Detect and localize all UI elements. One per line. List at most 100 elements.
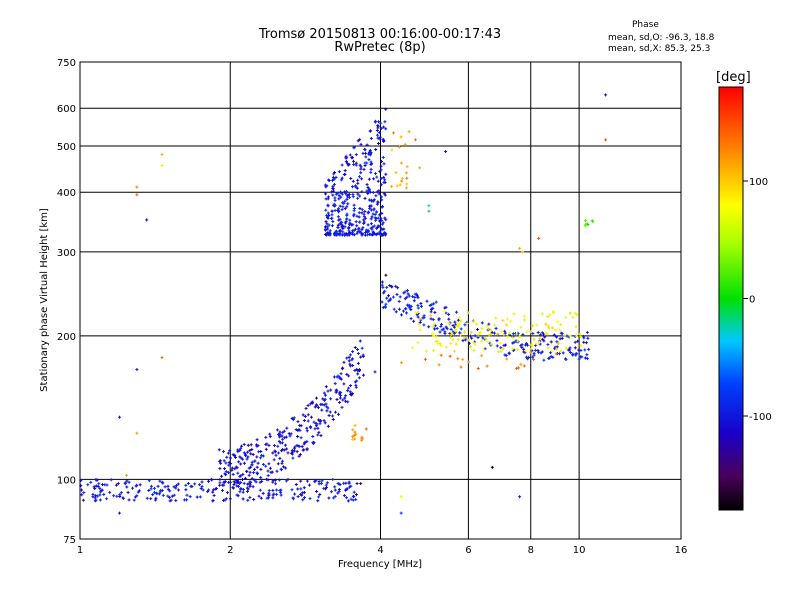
data-point: [150, 484, 152, 488]
y-tick-label: 500: [57, 142, 76, 153]
data-point: [244, 452, 246, 456]
data-point: [199, 495, 201, 499]
data-point: [327, 203, 329, 207]
data-point: [161, 489, 163, 493]
data-point: [376, 227, 378, 230]
data-point: [354, 184, 356, 188]
data-point: [104, 483, 106, 487]
data-point: [570, 351, 572, 354]
data-point: [202, 488, 204, 492]
data-point: [201, 480, 203, 484]
data-point: [224, 472, 226, 476]
data-point: [317, 499, 319, 503]
data-point: [487, 327, 489, 331]
data-point: [215, 487, 217, 491]
data-point: [303, 491, 305, 494]
data-point: [352, 428, 354, 432]
data-point: [512, 332, 514, 336]
data-point: [285, 435, 287, 439]
data-point: [516, 332, 518, 336]
chart-subtitle: RwPretec (8p): [334, 40, 426, 55]
data-point: [348, 359, 350, 363]
data-point: [250, 443, 252, 447]
data-point: [327, 389, 329, 393]
data-point: [303, 486, 305, 490]
data-point: [537, 349, 539, 352]
data-point: [154, 490, 155, 494]
data-point: [467, 338, 469, 342]
data-point: [363, 215, 365, 219]
data-point: [219, 467, 221, 471]
data-point: [547, 315, 549, 319]
data-point: [356, 482, 358, 485]
data-point: [477, 333, 479, 337]
data-point: [254, 467, 255, 471]
data-point: [346, 213, 348, 217]
data-point: [364, 233, 366, 237]
data-point: [348, 195, 350, 199]
data-point: [268, 489, 270, 493]
data-point: [370, 226, 372, 230]
data-point: [376, 175, 378, 179]
data-point: [168, 495, 170, 499]
data-point: [353, 207, 355, 210]
data-point: [435, 334, 437, 338]
data-point: [314, 405, 316, 409]
data-point: [345, 481, 347, 485]
data-point: [124, 482, 126, 486]
data-point: [239, 475, 241, 478]
data-point: [119, 495, 121, 498]
data-point: [364, 216, 366, 220]
data-point: [417, 294, 418, 298]
data-point: [279, 456, 281, 460]
data-point: [552, 326, 553, 330]
data-point: [239, 455, 241, 459]
data-point: [259, 488, 261, 492]
data-point: [269, 435, 271, 439]
data-point: [385, 218, 387, 222]
data-point: [513, 312, 515, 316]
data-point: [520, 362, 522, 366]
data-point: [540, 351, 542, 355]
data-point: [366, 143, 368, 147]
data-point: [186, 498, 187, 502]
data-point: [237, 494, 239, 498]
data-point: [520, 325, 522, 329]
data-point: [353, 434, 355, 438]
data-point: [404, 297, 406, 301]
data-point: [479, 332, 481, 336]
data-point: [580, 355, 582, 359]
data-point: [531, 324, 533, 328]
y-axis-ticks: 75 100 200 300 400 500 600 750: [57, 58, 76, 546]
data-point: [94, 487, 96, 490]
data-point: [228, 463, 230, 467]
data-point: [579, 332, 581, 336]
data-point: [380, 183, 382, 187]
data-point: [346, 372, 348, 376]
data-point: [305, 406, 307, 410]
data-point: [381, 283, 383, 287]
data-point: [490, 328, 492, 332]
data-point: [541, 331, 543, 335]
data-point: [171, 494, 173, 498]
data-point: [500, 346, 502, 350]
data-point: [122, 497, 124, 500]
data-point: [363, 373, 364, 377]
data-point: [354, 369, 356, 372]
data-point: [325, 192, 327, 196]
data-point: [562, 351, 564, 355]
data-point: [297, 429, 299, 432]
data-point: [406, 311, 407, 315]
data-point: [440, 344, 442, 348]
data-point: [279, 489, 281, 492]
data-point: [437, 342, 439, 346]
data-point: [334, 209, 336, 212]
data-point: [329, 410, 331, 414]
data-point: [240, 447, 242, 451]
data-point: [382, 306, 384, 310]
data-point: [539, 333, 541, 337]
data-point: [328, 179, 330, 182]
data-point: [325, 185, 327, 189]
data-point: [323, 403, 325, 407]
data-point: [355, 498, 357, 502]
